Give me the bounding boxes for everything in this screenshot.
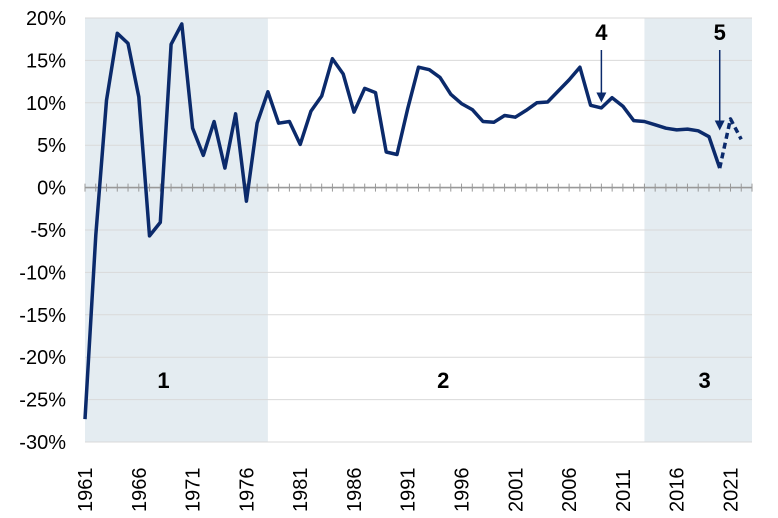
period-label-1: 1 (157, 368, 169, 393)
gridlines (84, 17, 753, 443)
x-tick-label: 2006 (559, 468, 581, 513)
y-axis-ticks: 20% 15% 10% 5% 0% -5% -10% -15% -20% -25% -30% (19, 8, 66, 454)
y-tick-label: -10% (19, 262, 66, 284)
y-tick-label: 0% (37, 178, 66, 200)
y-tick-label: -30% (19, 432, 66, 454)
y-tick-label: -25% (19, 390, 66, 412)
series-lines (83, 22, 743, 420)
y-tick-label: 5% (37, 135, 66, 157)
series-line-projection (717, 117, 743, 169)
callout-label-5: 5 (714, 20, 726, 45)
x-tick-label: 2001 (505, 468, 527, 513)
callout-label-4: 4 (595, 20, 608, 45)
series-line (83, 22, 722, 420)
x-tick-label: 2016 (667, 468, 689, 513)
y-tick-label: -5% (30, 220, 66, 242)
period-label-2: 2 (437, 368, 449, 393)
period-label-3: 3 (699, 368, 711, 393)
callout-arrowhead-5 (714, 120, 725, 131)
y-tick-label: -20% (19, 347, 66, 369)
x-tick-label: 1976 (236, 468, 258, 513)
y-tick-label: -15% (19, 305, 66, 327)
x-tick-label: 1991 (398, 468, 420, 513)
x-tick-label: 1996 (452, 468, 474, 512)
x-tick-label: 2011 (613, 469, 635, 512)
y-tick-label: 10% (26, 93, 66, 115)
y-tick-label: 20% (26, 8, 66, 30)
x-axis-ticks: 1961 1966 1971 1976 1981 1986 1991 1996 2001 2006… (75, 468, 742, 513)
x-tick-label: 1961 (75, 468, 97, 513)
y-tick-label: 15% (26, 50, 66, 72)
period-labels: 1 2 3 (157, 368, 710, 393)
x-tick-label: 1986 (344, 468, 366, 513)
x-tick-label: 1981 (290, 468, 312, 513)
x-tick-label: 1966 (129, 468, 151, 513)
x-tick-label: 2021 (720, 468, 742, 513)
x-tick-label: 1971 (183, 468, 205, 513)
callout-arrowhead-4 (596, 92, 607, 103)
